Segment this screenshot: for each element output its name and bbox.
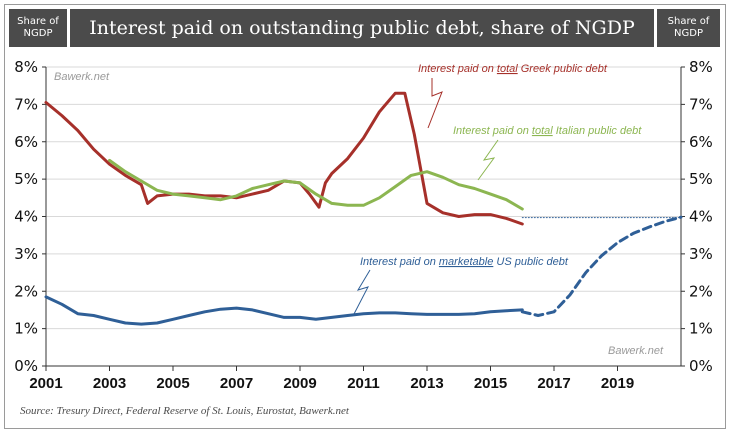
y-tick-label-right: 6%	[689, 133, 713, 151]
y-tick-label-right: 1%	[689, 320, 713, 338]
x-tick-label: 2001	[29, 375, 62, 392]
y-tick-label-left: 5%	[14, 170, 38, 188]
us-series-label: Interest paid on marketable US public de…	[360, 256, 569, 268]
x-tick-label: 2017	[537, 375, 570, 392]
y-tick-label-right: 4%	[689, 208, 713, 226]
watermark-bottom: Bawerk.net	[608, 345, 664, 357]
x-axis-ticks: 2001 2003 2005 2007 2009 2011 2013 2015 2017 2019	[29, 375, 634, 392]
us-label-emphasis: marketable	[439, 256, 493, 268]
x-tick-label: 2009	[283, 375, 316, 392]
y-tick-label-left: 7%	[14, 95, 38, 113]
y-tick-label-right: 5%	[689, 170, 713, 188]
y-tick-label-right: 8%	[689, 58, 713, 76]
greek-debt-line	[44, 91, 524, 226]
x-tick-label: 2019	[601, 375, 634, 392]
chart-frame	[4, 4, 726, 429]
us-label-suffix: US public debt	[493, 256, 569, 268]
us-label-prefix: Interest paid on	[360, 256, 439, 268]
y-tick-label-left: 3%	[14, 245, 38, 263]
y-tick-label-left: 0%	[14, 357, 38, 375]
greek-series-label: Interest paid on total Greek public debt	[418, 63, 608, 75]
y-axis-right-ticks: 0% 1% 2% 3% 4% 5% 6% 7% 8%	[689, 58, 713, 375]
right-axis-label-line2: NGDP	[674, 28, 703, 39]
greek-label-prefix: Interest paid on	[418, 63, 497, 75]
greek-label-leader	[427, 78, 443, 129]
us-debt-line	[44, 295, 524, 326]
series-lines	[44, 91, 683, 326]
greek-label-suffix: Greek public debt	[518, 63, 608, 75]
gridlines	[46, 66, 681, 330]
italian-label-prefix: Interest paid on	[453, 125, 532, 137]
x-tick-label: 2015	[474, 375, 507, 392]
greek-label-emphasis: total	[497, 63, 518, 75]
y-tick-label-left: 1%	[14, 320, 38, 338]
x-tick-label: 2007	[220, 375, 253, 392]
italian-label-suffix: Italian public debt	[553, 125, 643, 137]
italian-label-leader	[477, 139, 499, 181]
y-tick-label-right: 2%	[689, 282, 713, 300]
y-tick-label-left: 2%	[14, 282, 38, 300]
left-axis-label-line1: Share of	[17, 16, 59, 27]
x-tick-label: 2003	[93, 375, 126, 392]
us-label-leader	[353, 269, 371, 315]
right-axis-label-line1: Share of	[667, 16, 710, 27]
source-note: Source: Tresury Direct, Federal Reserve …	[20, 405, 349, 417]
italian-debt-line	[108, 158, 524, 211]
italian-series-label: Interest paid on total Italian public de…	[453, 125, 642, 137]
us-projection-line	[520, 215, 683, 317]
y-tick-label-right: 0%	[689, 357, 713, 375]
y-tick-label-right: 3%	[689, 245, 713, 263]
right-axis-label: Share of NGDP	[657, 9, 720, 47]
x-tick-label: 2005	[156, 375, 189, 392]
x-tick-label: 2011	[347, 375, 380, 392]
italian-label-emphasis: total	[532, 125, 553, 137]
y-tick-label-left: 6%	[14, 133, 38, 151]
x-tick-label: 2013	[410, 375, 443, 392]
y-tick-label-left: 8%	[14, 58, 38, 76]
left-axis-label: Share of NGDP	[9, 9, 67, 47]
watermark-top: Bawerk.net	[54, 71, 110, 83]
y-tick-label-left: 4%	[14, 208, 38, 226]
y-axis-left-ticks: 0% 1% 2% 3% 4% 5% 6% 7% 8%	[14, 58, 38, 375]
y-tick-label-right: 7%	[689, 95, 713, 113]
chart-title: Interest paid on outstanding public debt…	[70, 9, 654, 47]
left-axis-label-line2: NGDP	[23, 28, 53, 39]
